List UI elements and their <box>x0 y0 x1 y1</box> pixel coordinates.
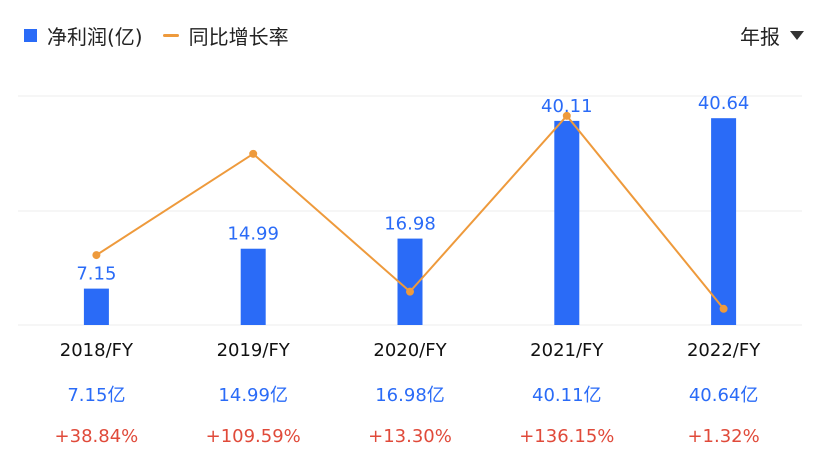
summary-growth-4: +1.32% <box>687 426 759 447</box>
caret-down-icon <box>790 30 804 40</box>
bar-value-label-2: 16.98 <box>384 214 436 235</box>
x-tick-label-0: 2018/FY <box>60 340 134 361</box>
bar-2021-fy <box>554 120 580 325</box>
summary-growth-1: +109.59% <box>206 426 301 447</box>
bar-2018-fy <box>83 288 109 325</box>
period-selector-value: 年报 <box>740 24 780 49</box>
summary-value-2: 16.98亿 <box>375 385 445 406</box>
summary-value-1: 14.99亿 <box>218 385 288 406</box>
legend-item-growth[interactable]: 同比增长率 <box>162 21 289 50</box>
summary-growth-3: +136.15% <box>519 426 614 447</box>
legend: 净利润(亿) 同比增长率 <box>24 20 309 50</box>
bar-value-label-1: 14.99 <box>227 224 279 245</box>
legend-item-net-profit[interactable]: 净利润(亿) <box>24 21 143 50</box>
growth-point-1 <box>249 149 258 158</box>
growth-point-2 <box>406 287 414 296</box>
growth-point-4 <box>719 304 728 313</box>
bar-value-label-3: 40.11 <box>541 96 593 117</box>
legend-swatch-line <box>162 33 179 37</box>
legend-swatch-bar <box>24 28 37 42</box>
legend-label-growth: 同比增长率 <box>188 24 289 49</box>
bar-2022-fy <box>711 118 737 325</box>
summary-growth-2: +13.30% <box>368 426 452 447</box>
summary-value-3: 40.11亿 <box>532 385 602 406</box>
bar-value-label-0: 7.15 <box>76 264 116 285</box>
summary-value-4: 40.64亿 <box>689 385 759 406</box>
bar-2020-fy <box>397 238 423 325</box>
summary-growth-0: +38.84% <box>55 426 139 447</box>
bar-value-label-4: 40.64 <box>698 93 750 114</box>
growth-point-3 <box>562 111 571 120</box>
growth-point-0 <box>92 251 101 260</box>
x-tick-label-2: 2020/FY <box>373 340 447 361</box>
growth-line <box>95 114 725 310</box>
summary-value-0: 7.15亿 <box>67 385 125 406</box>
legend-label-net-profit: 净利润(亿) <box>47 24 143 49</box>
bar-2019-fy <box>240 248 266 325</box>
x-tick-label-1: 2019/FY <box>217 340 291 361</box>
period-selector[interactable]: 年报 <box>740 20 804 50</box>
x-tick-label-4: 2022/FY <box>687 340 761 361</box>
x-tick-label-3: 2021/FY <box>530 340 604 361</box>
